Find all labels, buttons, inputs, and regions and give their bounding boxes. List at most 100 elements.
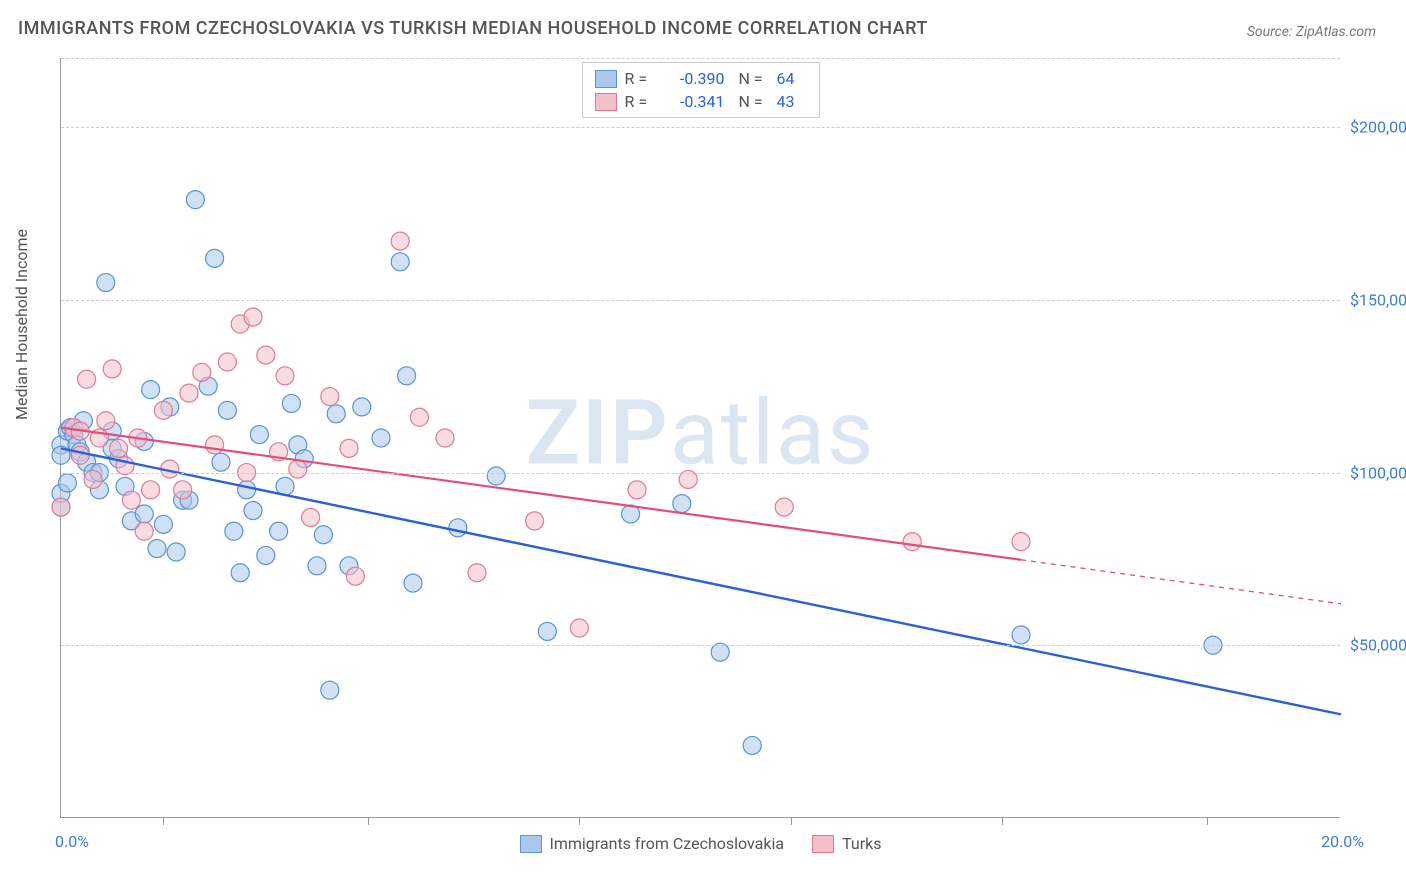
gridline [61,645,1340,646]
n-label: N = [739,69,769,88]
data-point [270,522,288,540]
data-point [218,353,236,371]
data-point [628,481,646,499]
data-point [135,522,153,540]
data-point [97,412,115,430]
data-point [526,512,544,530]
y-tick-label: $100,000 [1350,463,1406,482]
trend-line [61,448,1341,714]
data-point [289,460,307,478]
data-point [78,370,96,388]
data-point [410,408,428,426]
legend-row-turks: R = -0.341 N = 43 [595,90,807,113]
legend-item-turks: Turks [812,834,881,853]
trend-line-dashed [1021,560,1341,604]
legend-label-turks: Turks [842,834,881,853]
x-tick [163,817,164,825]
data-point [257,346,275,364]
data-point [142,481,160,499]
chart-svg [61,58,1340,817]
r-value-turks: -0.341 [663,92,725,111]
data-point [775,498,793,516]
data-point [167,543,185,561]
data-point [282,394,300,412]
data-point [244,308,262,326]
data-point [122,491,140,509]
data-point [487,467,505,485]
data-point [436,429,454,447]
data-point [250,426,268,444]
data-point [321,681,339,699]
chart-title: IMMIGRANTS FROM CZECHOSLOVAKIA VS TURKIS… [18,18,928,39]
legend-row-czech: R = -0.390 N = 64 [595,67,807,90]
source-value: ZipAtlas.com [1296,24,1376,40]
data-point [135,505,153,523]
data-point [449,519,467,537]
y-tick-label: $200,000 [1350,118,1406,137]
data-point [1012,533,1030,551]
data-point [327,405,345,423]
data-point [244,502,262,520]
data-point [391,232,409,250]
data-point [212,453,230,471]
y-tick-label: $50,000 [1350,636,1406,655]
source-attribution: Source: ZipAtlas.com [1247,24,1376,40]
r-label: R = [625,92,655,111]
r-label: R = [625,69,655,88]
x-tick [579,817,580,825]
data-point [570,619,588,637]
x-tick [791,817,792,825]
data-point [110,439,128,457]
data-point [180,384,198,402]
data-point [321,388,339,406]
data-point [225,522,243,540]
data-point [193,363,211,381]
data-point [404,574,422,592]
gridline [61,300,1340,301]
data-point [346,567,364,585]
trend-line [61,428,1021,560]
data-point [398,367,416,385]
swatch-turks-icon [812,835,834,853]
data-point [238,481,256,499]
x-axis-min-label: 0.0% [55,832,89,851]
data-point [142,381,160,399]
r-value-czech: -0.390 [663,69,725,88]
plot-area: ZIPatlas R = -0.390 N = 64 R = -0.341 N … [60,58,1340,818]
data-point [148,540,166,558]
gridline [61,473,1340,474]
data-point [231,564,249,582]
x-tick [1207,817,1208,825]
data-point [353,398,371,416]
data-point [52,498,70,516]
data-point [673,495,691,513]
data-point [302,508,320,526]
data-point [206,249,224,267]
data-point [743,736,761,754]
data-point [314,526,332,544]
swatch-czech [595,70,617,88]
data-point [391,253,409,271]
data-point [1012,626,1030,644]
data-point [186,191,204,209]
series-legend: Immigrants from Czechoslovakia Turks [520,834,882,853]
data-point [276,367,294,385]
data-point [174,481,192,499]
data-point [308,557,326,575]
swatch-czech-icon [520,835,542,853]
correlation-legend: R = -0.390 N = 64 R = -0.341 N = 43 [582,62,820,118]
data-point [903,533,921,551]
gridline [61,58,1340,59]
data-point [340,439,358,457]
x-tick [1002,817,1003,825]
data-point [257,546,275,564]
data-point [372,429,390,447]
data-point [103,360,121,378]
data-point [71,446,89,464]
data-point [206,436,224,454]
data-point [154,401,172,419]
data-point [97,274,115,292]
source-label: Source: [1247,24,1292,40]
data-point [218,401,236,419]
data-point [538,622,556,640]
